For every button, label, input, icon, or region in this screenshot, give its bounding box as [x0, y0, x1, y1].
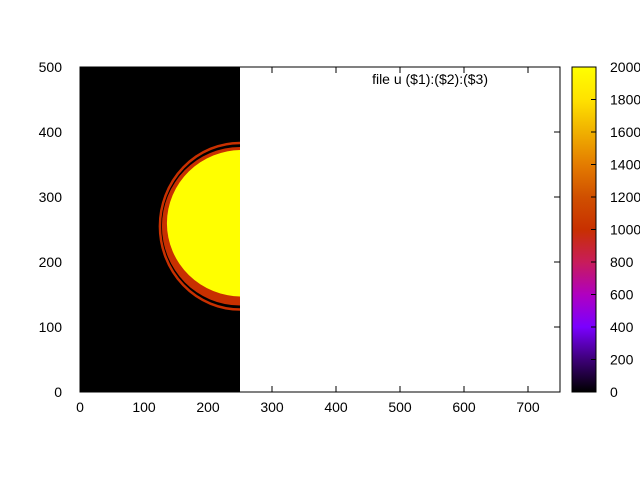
y-tick-label: 200: [39, 254, 63, 270]
colorbar-tick-label: 1200: [610, 189, 640, 205]
colorbar-tick-label: 800: [610, 254, 634, 270]
colorbar-tick-label: 1600: [610, 124, 640, 140]
colorbar-tick-label: 600: [610, 287, 634, 303]
x-tick-label: 600: [452, 399, 476, 415]
colorbar-tick-label: 1000: [610, 222, 640, 238]
disc-edge-ring: [158, 141, 240, 311]
colorbar-tick-label: 200: [610, 352, 634, 368]
colorbar-tick-label: 400: [610, 319, 634, 335]
colorbar-tick-label: 2000: [610, 59, 640, 75]
y-tick-label: 100: [39, 319, 63, 335]
x-axis: 0 100 200 300 400 500 600 700: [76, 67, 540, 415]
heatmap-image: [80, 67, 240, 392]
colorbar-axis: 0 200 400 600 800 1000 1200 1400 1600 1800 2000: [591, 59, 640, 400]
y-tick-label: 500: [39, 59, 63, 75]
y-tick-label: 300: [39, 189, 63, 205]
x-tick-label: 300: [260, 399, 284, 415]
colorbar-tick-label: 0: [610, 384, 618, 400]
x-tick-label: 700: [516, 399, 540, 415]
y-tick-label: 0: [54, 384, 62, 400]
colorbar-tick-label: 1800: [610, 92, 640, 108]
y-axis: 0 100 200 300 400 500: [39, 59, 560, 400]
x-tick-label: 100: [132, 399, 156, 415]
disc-region: [158, 141, 240, 311]
legend-label: file u ($1):($2):($3): [372, 71, 488, 87]
x-tick-label: 500: [388, 399, 412, 415]
y-tick-label: 400: [39, 124, 63, 140]
disc-core: [166, 149, 240, 297]
x-tick-label: 400: [324, 399, 348, 415]
x-tick-label: 0: [76, 399, 84, 415]
colorbar-tick-label: 1400: [610, 157, 640, 173]
plot-frame: [79, 66, 561, 393]
x-tick-label: 200: [196, 399, 220, 415]
